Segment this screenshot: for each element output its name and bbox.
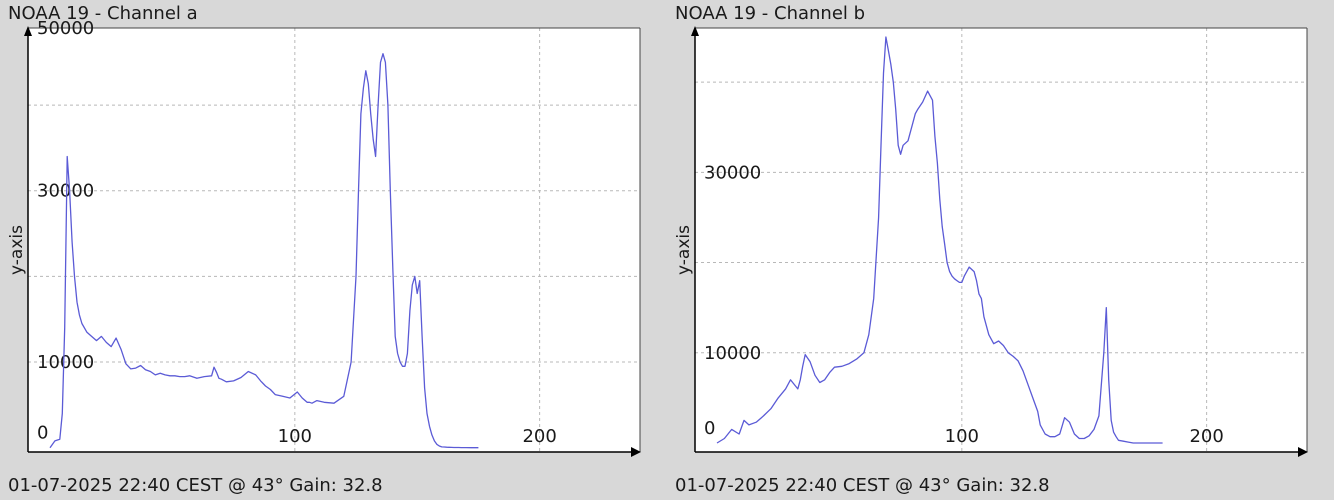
y-axis-label: y-axis: [674, 225, 694, 275]
plot-area: [28, 28, 640, 452]
x-tick-label: 100: [945, 426, 979, 447]
y-axis-arrow: [691, 26, 699, 36]
x-tick-label: 200: [522, 426, 556, 447]
chart-title: NOAA 19 - Channel b: [675, 3, 866, 24]
chart-title: NOAA 19 - Channel a: [8, 3, 198, 24]
y-axis-arrow: [24, 26, 32, 36]
series-line: [49, 53, 479, 449]
series-line: [716, 36, 1163, 444]
status-footer: 01-07-2025 22:40 CEST @ 43° Gain: 32.8: [8, 475, 383, 496]
chart-panel-channel-b: NOAA 19 - Channel b 100 200 0 10000 30000 y-a…: [667, 0, 1334, 500]
y-tick-label: 0: [37, 423, 48, 444]
x-tick-label: 200: [1189, 426, 1223, 447]
y-tick-label: 10000: [37, 352, 94, 373]
chart-plot: 100 200 0 10000 30000 50000 y-axis: [7, 18, 641, 457]
status-footer: 01-07-2025 22:40 CEST @ 43° Gain: 32.8: [675, 475, 1050, 496]
y-tick-label: 30000: [704, 162, 761, 183]
x-axis-arrow: [631, 447, 641, 457]
chart-plot: 100 200 0 10000 30000 y-axis: [674, 26, 1308, 457]
y-tick-label: 0: [704, 418, 715, 439]
chart-panel-channel-a: NOAA 19 - Channel a 100 200 0 10000 30000 500…: [7, 3, 641, 496]
x-axis-arrow: [1298, 447, 1308, 457]
y-tick-label: 50000: [37, 18, 94, 39]
plot-area: [695, 28, 1307, 452]
y-tick-label: 30000: [37, 181, 94, 202]
y-axis-label: y-axis: [7, 225, 27, 275]
x-tick-label: 100: [278, 426, 312, 447]
y-tick-label: 10000: [704, 343, 761, 364]
